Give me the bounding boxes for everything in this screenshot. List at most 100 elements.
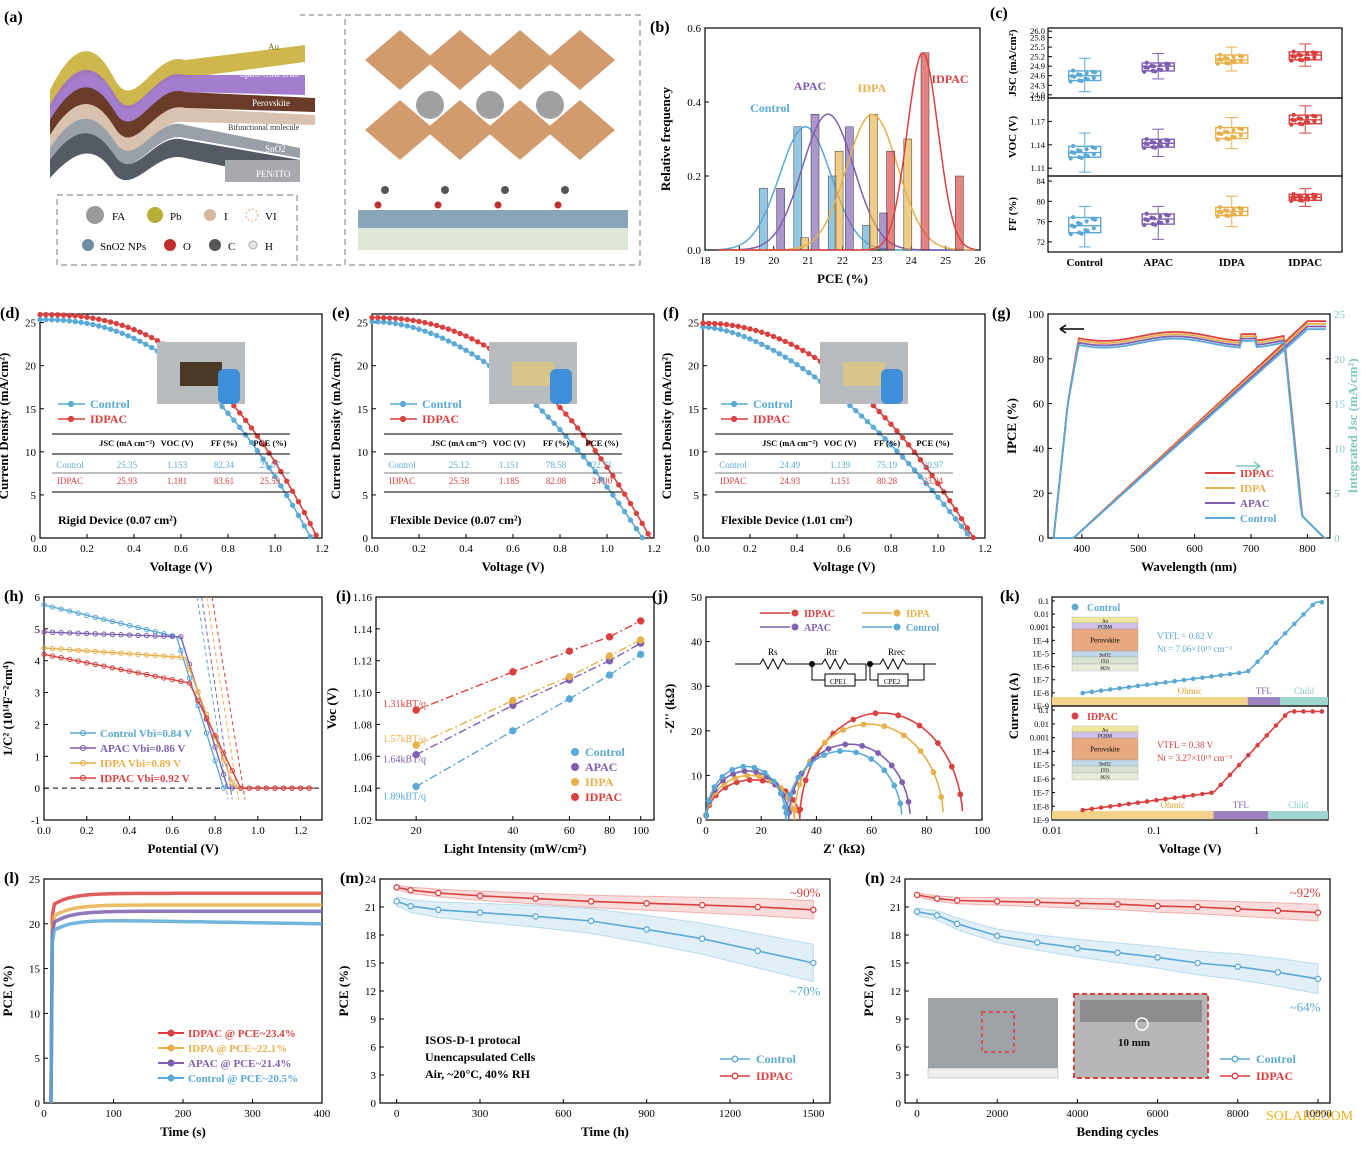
nyquist-point-idpa: [900, 732, 907, 739]
box-point-control: [1078, 72, 1083, 78]
y-axis-label: Voc (V): [324, 688, 339, 730]
device-caption: Flexible Device (0.07 cm²): [390, 513, 522, 527]
ms-point-idpa: [169, 653, 176, 660]
jv-point-control: [753, 338, 759, 345]
ms-point-idpac: [255, 785, 261, 791]
jv-point-control: [574, 447, 581, 453]
nyquist-point-control: [881, 767, 888, 774]
y-tick-label: 0.1: [1038, 705, 1049, 715]
jv-point-idpac: [735, 323, 741, 330]
stack-layer-label: SnO2: [1099, 763, 1111, 768]
y-tick-label: 12: [365, 986, 376, 998]
legend-label-idpac: IDPAC: [753, 412, 790, 426]
jv-point-control: [416, 326, 422, 332]
x-tick-label: 20: [756, 825, 768, 837]
panel-letter: (g): [992, 305, 1011, 322]
jv-point-control: [237, 424, 243, 431]
jv-point-idpac: [143, 332, 149, 338]
jv-point-idpac: [788, 341, 794, 347]
jv-point-control: [935, 494, 941, 500]
jv-point-control: [49, 317, 55, 323]
stability-point-control: [933, 912, 941, 919]
ms-point-idpac: [41, 651, 47, 658]
jv-point-control: [580, 454, 587, 460]
stability-point-idpac: [953, 897, 961, 904]
y-tick-label: 6: [35, 592, 41, 604]
y-tick-label: 40: [691, 637, 703, 649]
ms-point-apac: [161, 633, 167, 639]
legend-sno2: SnO2 NPs: [100, 241, 146, 253]
iv-point-control: [1227, 671, 1233, 677]
y-axis-label: VOC (V): [1007, 116, 1019, 159]
jv-point-control: [806, 369, 812, 376]
x-tick-label: 0.8: [553, 543, 567, 555]
jv-point-control: [107, 326, 114, 332]
x-tick-label: 600: [555, 1108, 572, 1120]
jv-point-idpac: [592, 447, 598, 454]
legend-marker-control: [1071, 603, 1079, 611]
voc-point-control: [412, 782, 420, 791]
jv-point-idpac: [369, 314, 375, 321]
x-tick-label: 0.2: [412, 543, 426, 555]
x-tick-label: 100: [974, 825, 991, 837]
nyquist-point-idpa: [821, 739, 828, 746]
region-bar-ohmic: [1052, 697, 1248, 705]
nyquist-point-control: [705, 797, 712, 804]
y-axis-label: FF (%): [1007, 197, 1019, 231]
y-tick-label: 15: [25, 404, 37, 416]
jv-point-idpac: [717, 321, 724, 327]
box-point-control: [1068, 156, 1073, 161]
bending-zoom-plate: [1080, 1000, 1202, 1022]
vtfl-label-control: VTFL = 0.82 V: [1157, 631, 1214, 641]
y-tick-label: 60: [1033, 399, 1045, 411]
y-tick-label: 5: [363, 490, 369, 502]
jv-point-control: [439, 335, 446, 341]
legend-marker-idpac: [730, 415, 738, 423]
iv-point-idpac: [1098, 805, 1104, 810]
jv-point-idpac: [416, 318, 422, 325]
box-point-idpac: [1313, 50, 1318, 56]
box-point-idpac: [1289, 198, 1294, 204]
box-point-control: [1078, 148, 1083, 154]
jv-point-idpac: [54, 312, 61, 318]
table-cell: 25.35: [117, 460, 138, 470]
jv-point-control: [428, 330, 434, 336]
legend-label-control: Control: [90, 397, 130, 411]
ms-point-idpac: [169, 676, 176, 683]
jv-point-idpac: [776, 336, 783, 342]
box-point-control: [1091, 75, 1096, 80]
fa-atom-icon: [86, 206, 104, 224]
jv-point-control: [764, 344, 771, 350]
table-cell: 80.28: [877, 476, 898, 486]
jv-point-idpac: [970, 534, 976, 541]
retention-label-idpac: ~90%: [790, 885, 821, 900]
x-tick-label: Control: [1067, 257, 1103, 269]
equivalent-circuit: Rs Rtr Rrec CPE1 CPE2: [735, 647, 936, 687]
y-tick-label: 100: [1028, 309, 1045, 321]
ms-point-idpac: [118, 666, 124, 673]
i-atom-icon: [204, 209, 216, 221]
iv-point-control: [1209, 674, 1214, 679]
box-point-idpa: [1232, 212, 1237, 217]
x-axis-label: Bending cycles: [1077, 1124, 1159, 1139]
table-cell: 25.59: [260, 476, 281, 486]
x-tick-label: 6000: [1147, 1108, 1170, 1120]
legend-label-idpa: IDPA: [585, 775, 614, 789]
nyquist-point-apac: [905, 798, 912, 805]
legend-label-apac: APAC: [585, 760, 617, 774]
jv-point-idpac: [706, 320, 712, 326]
jv-point-idpac: [741, 324, 747, 331]
box-point-idpa: [1239, 206, 1245, 211]
ms-point-control: [135, 624, 141, 631]
y-tick-label: 1.02: [353, 815, 372, 827]
voc-point-idpac: [412, 706, 420, 714]
y-tick-label: 0.1: [1038, 596, 1049, 606]
x-tick-label: 10000: [1304, 1108, 1332, 1120]
legend-marker-control: [1231, 1055, 1239, 1063]
iv-point-control: [1218, 672, 1224, 678]
hist-bar-idpac: [955, 175, 964, 251]
y-tick-label: 0: [697, 815, 703, 827]
jv-point-idpac: [604, 464, 610, 470]
y-tick-label: 1: [35, 751, 41, 763]
